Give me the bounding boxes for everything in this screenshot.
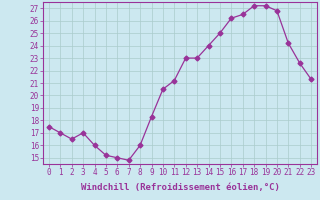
X-axis label: Windchill (Refroidissement éolien,°C): Windchill (Refroidissement éolien,°C) [81, 183, 279, 192]
